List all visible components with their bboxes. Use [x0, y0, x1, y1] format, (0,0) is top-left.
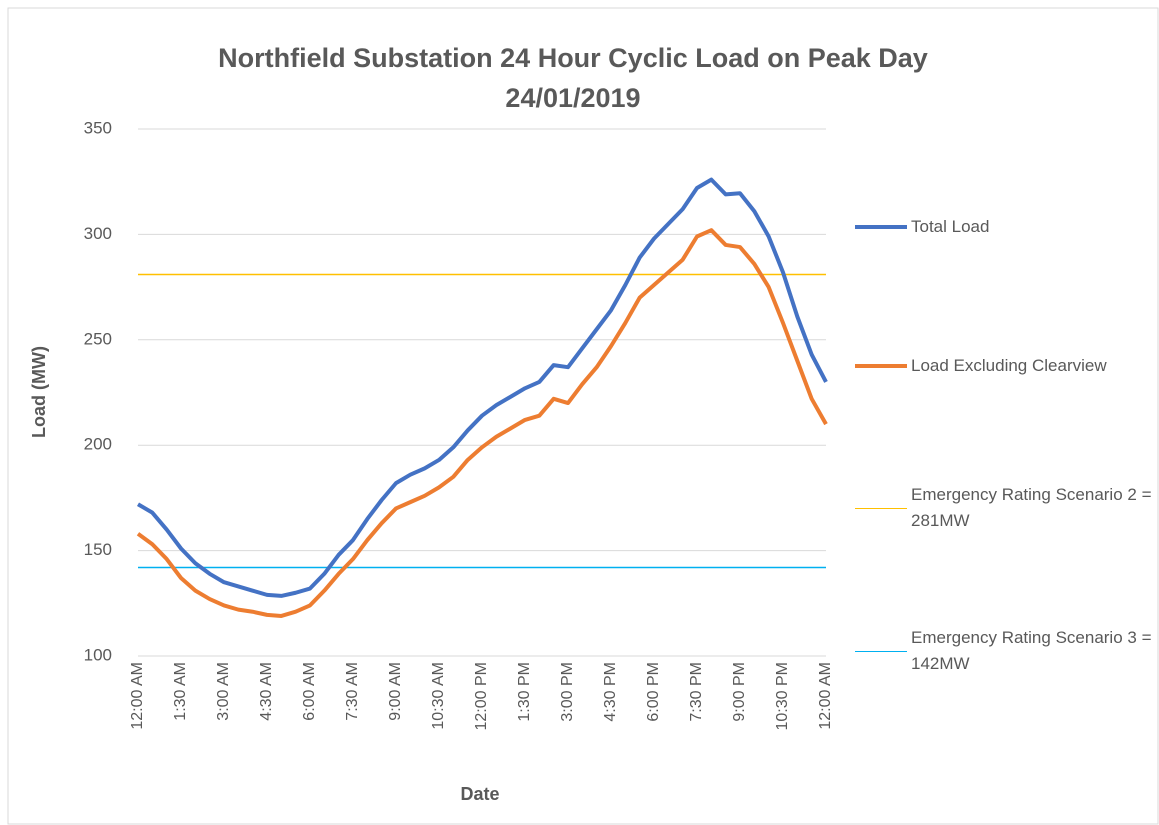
y-tick-label: 150: [84, 540, 112, 559]
x-tick-label: 7:30 AM: [344, 662, 361, 721]
series-line: [136, 228, 828, 618]
x-tick-label: 12:00 AM: [129, 662, 146, 730]
x-tick-label: 6:00 PM: [645, 662, 662, 722]
legend-label: Load Excluding Clearview: [911, 356, 1107, 375]
legend-swatch: [855, 650, 907, 652]
legend-item: Total Load: [855, 214, 1156, 240]
series-line: [136, 177, 828, 598]
x-tick-label: 6:00 AM: [301, 662, 318, 721]
legend-label: Emergency Rating Scenario 2 = 281MW: [911, 485, 1152, 530]
x-tick-label: 4:30 AM: [258, 662, 275, 721]
y-tick-label: 200: [84, 435, 112, 454]
x-axis-title: Date: [460, 784, 499, 804]
legend-swatch: [855, 225, 907, 229]
x-tick-label: 1:30 PM: [516, 662, 533, 722]
x-tick-label: 9:00 AM: [387, 662, 404, 721]
x-tick-label: 1:30 AM: [172, 662, 189, 721]
x-tick-label: 4:30 PM: [602, 662, 619, 722]
chart-title: Northfield Substation 24 Hour Cyclic Loa…: [218, 43, 928, 113]
x-tick-label: 3:00 PM: [559, 662, 576, 722]
legend-item: Load Excluding Clearview: [855, 353, 1156, 379]
x-tick-label: 10:30 AM: [430, 662, 447, 730]
y-tick-label: 350: [84, 118, 112, 137]
x-tick-label: 10:30 PM: [774, 662, 791, 730]
x-tick-label: 7:30 PM: [688, 662, 705, 722]
y-axis-title: Load (MW): [29, 346, 49, 438]
y-tick-label: 300: [84, 224, 112, 243]
x-tick-label: 9:00 PM: [731, 662, 748, 722]
x-tick-label: 3:00 AM: [215, 662, 232, 721]
legend-label: Emergency Rating Scenario 3 = 142MW: [911, 628, 1152, 673]
legend-swatch: [855, 507, 907, 509]
legend-item: Emergency Rating Scenario 3 = 142MW: [855, 625, 1156, 677]
legend-item: Emergency Rating Scenario 2 = 281MW: [855, 482, 1156, 534]
y-tick-label: 250: [84, 329, 112, 348]
legend-swatch: [855, 364, 907, 368]
y-tick-label: 100: [84, 645, 112, 664]
chart-border: [7, 7, 1159, 825]
x-tick-label: 12:00 PM: [473, 662, 490, 730]
legend-label: Total Load: [911, 217, 990, 236]
x-tick-label: 12:00 AM: [817, 662, 834, 730]
